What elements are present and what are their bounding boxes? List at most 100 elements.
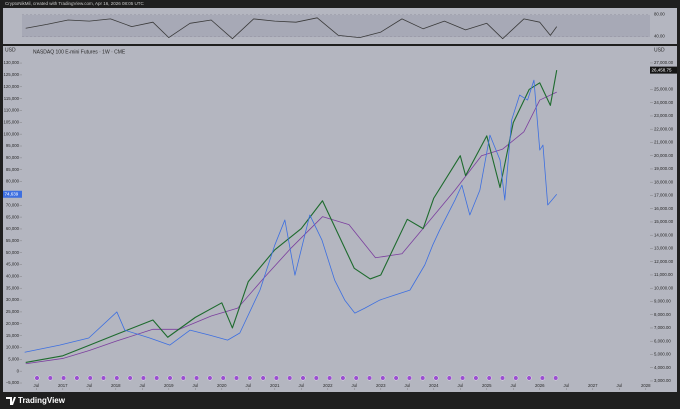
- series-line: [24, 79, 558, 353]
- series-line: [25, 17, 558, 40]
- footer-logo: TradingView: [18, 396, 66, 405]
- event-icon: [61, 375, 67, 381]
- event-icon: [526, 375, 532, 381]
- y-tick-label: 35,000: [6, 285, 20, 290]
- x-tick-label: Jul: [352, 383, 358, 388]
- y-tick-label: 100,000: [3, 131, 19, 136]
- y2-tick-label: 14,000.00: [654, 232, 674, 237]
- rsi-band: [22, 15, 650, 37]
- main-pane: [3, 46, 677, 392]
- logo-icon: [6, 397, 16, 405]
- y-tick-label: 125,000: [3, 72, 19, 77]
- x-tick-label: 2023: [376, 383, 386, 388]
- y-tick-label: 80,000: [6, 179, 20, 184]
- x-tick-label: 2022: [323, 383, 333, 388]
- y-tick-label: 105,000: [3, 119, 19, 124]
- x-tick-label: 2027: [588, 383, 598, 388]
- event-icon: [486, 375, 492, 381]
- y-tick-label: 25,000: [6, 309, 20, 314]
- event-icon: [87, 375, 93, 381]
- x-tick-label: Jul: [564, 383, 570, 388]
- price-tag: [3, 190, 22, 198]
- event-icon: [380, 375, 386, 381]
- event-icon: [194, 375, 200, 381]
- y2-tick-label: 4,000.00: [654, 365, 671, 370]
- x-tick-label: Jul: [458, 383, 464, 388]
- series-line: [25, 91, 557, 365]
- y2-tick-label: 15,000.00: [654, 219, 674, 224]
- event-icon: [340, 375, 346, 381]
- y2-tick-label: 3,000.00: [654, 378, 671, 383]
- y2-tick-label: 25,000.00: [654, 87, 674, 92]
- y2-axis-label: USD: [654, 47, 665, 53]
- x-tick-label: 2020: [217, 383, 227, 388]
- event-icon: [233, 375, 240, 381]
- event-icon: [154, 375, 160, 381]
- y2-tick-label: 16,000.00: [654, 206, 674, 211]
- y-tick-label: 0: [17, 368, 20, 373]
- x-tick-label: Jul: [617, 383, 623, 388]
- event-icon: [300, 375, 306, 381]
- x-tick-label: Jul: [87, 383, 93, 388]
- y2-tick-label: 23,000.00: [654, 113, 674, 118]
- price-tag: [650, 66, 677, 74]
- event-icon: [47, 375, 53, 381]
- price-tag-label: 74,639: [5, 191, 19, 196]
- event-icon: [100, 375, 107, 381]
- event-icon: [74, 375, 80, 381]
- y-tick-label: 130,000: [3, 60, 19, 65]
- y-tick-label: 120,000: [3, 84, 19, 89]
- event-icon: [420, 375, 426, 381]
- event-icon: [406, 375, 412, 381]
- y-tick-label: 15,000: [6, 333, 20, 338]
- y2-tick-label: 6,000.00: [654, 338, 671, 343]
- y-tick-label: 60,000: [6, 226, 20, 231]
- event-icon: [499, 375, 506, 381]
- y-tick-label: 50,000: [6, 250, 20, 255]
- y-tick-label: 70,000: [6, 202, 20, 207]
- event-icon: [539, 375, 545, 381]
- x-tick-label: 2025: [482, 383, 492, 388]
- y2-tick-label: 20,000.00: [654, 153, 674, 158]
- y2-tick-label: 9,000.00: [654, 299, 671, 304]
- y2-tick-label: 27,000.00: [654, 60, 674, 65]
- y2-tick-label: 7,000.00: [654, 325, 671, 330]
- y2-tick-label: 22,000.00: [654, 126, 674, 131]
- rsi-tick-label: 40.00: [654, 34, 665, 39]
- event-icon: [260, 375, 266, 381]
- price-tag-label: 26,458.75: [652, 67, 673, 72]
- chart-title: NASDAQ 100 E-mini Futures · 1W · CME: [33, 49, 126, 55]
- y2-tick-label: 5,000.00: [654, 352, 671, 357]
- event-icon: [247, 375, 253, 381]
- y-tick-label: 55,000: [6, 238, 20, 243]
- y-tick-label: 90,000: [6, 155, 20, 160]
- event-icon: [473, 375, 479, 381]
- y-tick-label: 30,000: [6, 297, 20, 302]
- event-icon: [167, 375, 173, 381]
- y-axis-label: USD: [5, 47, 16, 53]
- event-icon: [366, 375, 373, 381]
- x-tick-label: Jul: [246, 383, 252, 388]
- event-icon: [180, 375, 186, 381]
- y-tick-label: 95,000: [6, 143, 20, 148]
- y2-tick-label: 13,000.00: [654, 246, 674, 251]
- x-tick-label: Jul: [34, 383, 40, 388]
- x-tick-label: 2028: [641, 383, 651, 388]
- x-tick-label: Jul: [405, 383, 411, 388]
- y2-tick-label: 17,000.00: [654, 193, 674, 198]
- x-tick-label: Jul: [140, 383, 146, 388]
- event-icon: [433, 375, 439, 381]
- event-icon: [220, 375, 226, 381]
- series-line: [25, 70, 558, 363]
- event-icon: [127, 375, 133, 381]
- x-tick-label: 2026: [535, 383, 545, 388]
- y-tick-label: 40,000: [6, 274, 20, 279]
- x-tick-label: Jul: [299, 383, 305, 388]
- y-tick-label: −5,000: [6, 380, 20, 385]
- y-tick-label: 45,000: [6, 262, 20, 267]
- header: CryptoNikMil, created with TradingView.c…: [5, 1, 144, 6]
- y2-tick-label: 8,000.00: [654, 312, 671, 317]
- y2-tick-label: 10,000.00: [654, 285, 674, 290]
- y2-tick-label: 11,000.00: [654, 272, 673, 277]
